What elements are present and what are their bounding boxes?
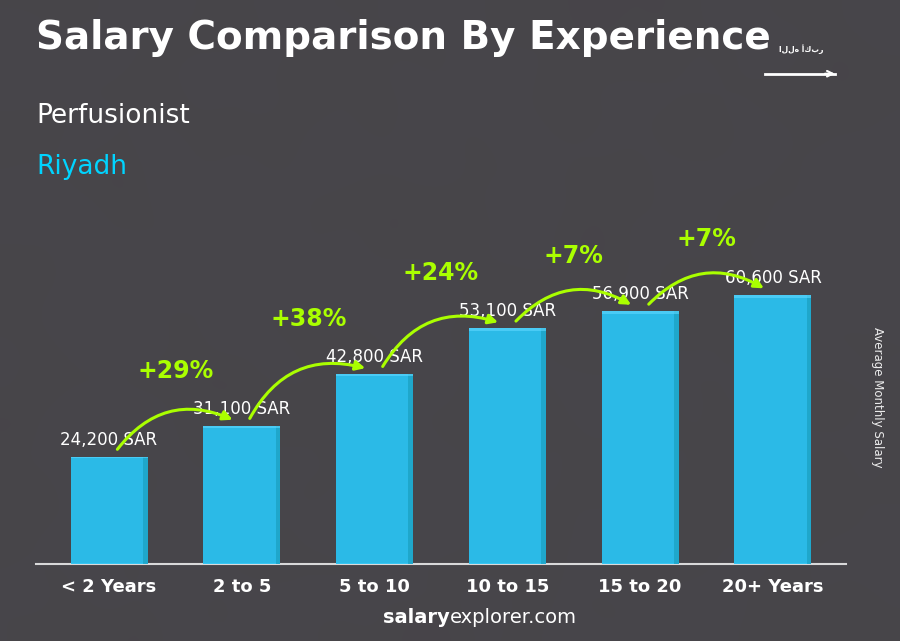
Bar — [469, 328, 546, 564]
Text: salary: salary — [383, 608, 450, 627]
Bar — [469, 328, 546, 331]
Text: explorer.com: explorer.com — [450, 608, 577, 627]
Bar — [541, 328, 546, 564]
Text: الله أكبر: الله أكبر — [779, 44, 824, 54]
Bar — [807, 295, 812, 564]
Bar — [602, 311, 679, 314]
Text: Riyadh: Riyadh — [36, 154, 127, 180]
Text: +29%: +29% — [138, 358, 213, 383]
Bar — [409, 374, 413, 564]
FancyArrowPatch shape — [649, 273, 761, 304]
Bar — [143, 456, 148, 564]
FancyArrowPatch shape — [516, 289, 628, 321]
Text: 53,100 SAR: 53,100 SAR — [459, 302, 556, 320]
Text: Average Monthly Salary: Average Monthly Salary — [871, 327, 884, 468]
Bar — [275, 426, 280, 564]
FancyArrowPatch shape — [250, 362, 362, 419]
Text: 42,800 SAR: 42,800 SAR — [326, 348, 423, 366]
Text: 60,600 SAR: 60,600 SAR — [724, 269, 822, 287]
Bar — [336, 374, 413, 376]
FancyArrowPatch shape — [382, 315, 495, 367]
Bar — [734, 295, 812, 298]
Bar — [336, 374, 413, 564]
Bar — [70, 456, 148, 458]
Bar — [734, 295, 812, 564]
Text: 24,200 SAR: 24,200 SAR — [60, 431, 158, 449]
Text: +38%: +38% — [270, 306, 346, 331]
Bar — [203, 426, 280, 564]
Text: +24%: +24% — [403, 261, 479, 285]
Bar — [203, 426, 280, 428]
Text: 31,100 SAR: 31,100 SAR — [194, 400, 291, 418]
Text: Salary Comparison By Experience: Salary Comparison By Experience — [36, 19, 770, 57]
Text: +7%: +7% — [677, 228, 736, 251]
Bar — [70, 456, 148, 564]
Bar — [674, 311, 679, 564]
Text: +7%: +7% — [544, 244, 604, 268]
Text: 56,900 SAR: 56,900 SAR — [591, 285, 688, 303]
FancyArrowPatch shape — [117, 409, 230, 449]
Bar — [602, 311, 679, 564]
Text: Perfusionist: Perfusionist — [36, 103, 190, 129]
